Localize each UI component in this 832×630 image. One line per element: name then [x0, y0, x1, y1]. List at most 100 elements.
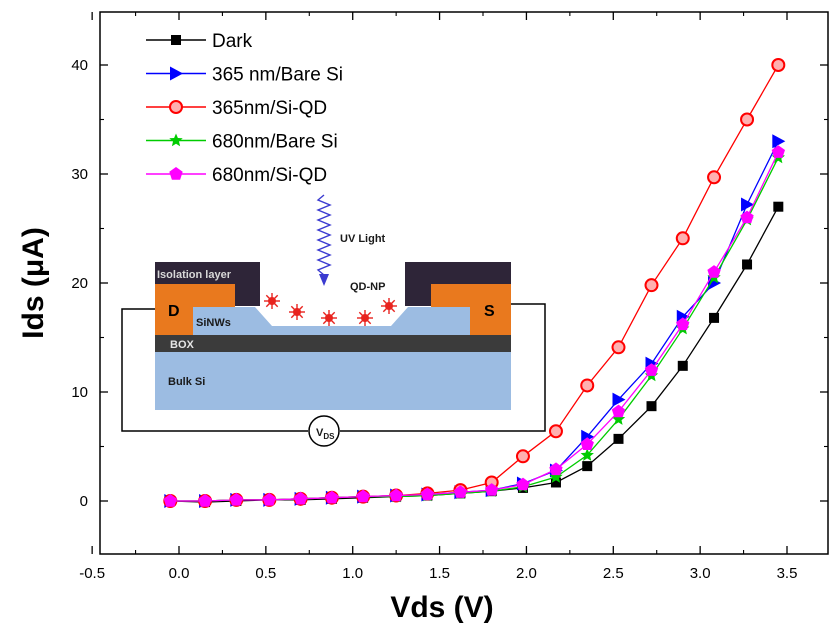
y-tick-label: 30 — [71, 166, 88, 183]
source-contact — [470, 284, 511, 335]
box-layer — [155, 335, 511, 352]
series-680nm-si-qd — [163, 145, 785, 507]
data-point — [675, 231, 690, 246]
data-series — [163, 58, 786, 508]
bulk-si-layer — [155, 352, 511, 410]
legend-entry: 680nm/Bare Si — [146, 132, 338, 153]
y-tick-label: 10 — [71, 384, 88, 401]
x-tick-label: 2.5 — [603, 565, 624, 582]
box-label: BOX — [170, 339, 195, 351]
data-point — [453, 485, 468, 498]
source-contact-top — [431, 284, 470, 307]
x-tick-label: 0.0 — [169, 565, 190, 582]
data-point — [582, 461, 593, 472]
qd-star-icon — [264, 293, 280, 309]
qd-star-icon — [381, 298, 397, 314]
data-point — [516, 477, 530, 491]
qd-star-icon — [289, 304, 305, 320]
legend-label: 365 nm/Bare Si — [212, 65, 343, 86]
data-point — [773, 201, 784, 212]
isolation-layer-left-side — [235, 284, 260, 306]
x-tick-label: 0.5 — [255, 565, 276, 582]
data-point — [644, 363, 659, 376]
axis-ticks — [91, 12, 828, 554]
uv-light-label: UV Light — [340, 233, 386, 245]
data-point — [742, 259, 753, 270]
data-point — [293, 491, 308, 505]
uv-light-wave — [316, 194, 332, 276]
data-point — [549, 462, 563, 476]
data-point — [163, 494, 177, 507]
legend-entry: 365nm/Si-QD — [146, 98, 327, 119]
y-axis-title: Ids (μA) — [17, 227, 50, 339]
drain-contact — [155, 284, 193, 335]
data-point — [198, 494, 212, 507]
isolation-layer-right — [405, 262, 511, 284]
device-schematic-inset: VDS Bulk Si BOX SiNWs D S Isolation laye… — [121, 194, 546, 447]
data-point — [580, 437, 594, 450]
data-point — [229, 492, 243, 506]
data-point — [485, 483, 499, 496]
circuit-wire — [121, 308, 308, 432]
data-point — [646, 401, 657, 412]
y-tick-label: 40 — [71, 57, 88, 74]
legend-marker — [169, 133, 183, 147]
x-tick-label: 1.5 — [429, 565, 450, 582]
data-point — [611, 404, 626, 418]
qd-np-label: QD-NP — [350, 281, 385, 293]
isolation-layer-right-side — [405, 284, 431, 306]
isolation-layer-label: Isolation layer — [157, 269, 232, 281]
data-point — [515, 449, 530, 464]
legend-label: Dark — [212, 31, 253, 52]
drain-contact-top — [193, 284, 235, 307]
uv-arrow-head — [319, 274, 329, 286]
data-point — [611, 340, 626, 355]
source-label: S — [484, 303, 495, 320]
data-point — [772, 134, 786, 149]
data-point — [613, 433, 624, 444]
data-point — [741, 197, 755, 212]
legend-marker — [170, 66, 183, 81]
x-tick-label: 3.0 — [690, 565, 711, 582]
legend-entry: 365 nm/Bare Si — [146, 65, 343, 86]
bulk-si-label: Bulk Si — [168, 376, 205, 388]
x-axis-title: Vds (V) — [390, 591, 493, 624]
legend-marker — [169, 167, 183, 180]
data-point — [644, 278, 659, 293]
data-point — [420, 487, 435, 501]
data-point — [771, 145, 785, 158]
x-tick-label: 3.5 — [777, 565, 798, 582]
x-tick-label: 2.0 — [516, 565, 537, 582]
legend-entry: 680nm/Si-QD — [146, 165, 327, 186]
sinws-label: SiNWs — [196, 317, 231, 329]
data-point — [549, 470, 563, 483]
legend-entry: Dark — [146, 31, 253, 52]
data-point — [771, 58, 786, 72]
data-point — [707, 170, 722, 185]
data-point — [611, 412, 626, 425]
data-point — [356, 489, 370, 503]
legend-label: 365nm/Si-QD — [212, 98, 327, 119]
data-point — [709, 312, 720, 323]
legend: Dark 365 nm/Bare Si 365nm/Si-QD 680nm/Bare … — [146, 31, 343, 186]
data-point — [612, 392, 626, 407]
y-tick-label: 0 — [80, 493, 88, 510]
data-point — [580, 378, 595, 393]
data-point — [740, 210, 754, 224]
data-point — [676, 317, 690, 331]
axis-tick-labels: -0.5 0.0 0.5 1.0 1.5 2.0 2.5 3.0 3.5 0 10 20 30 40 — [71, 57, 797, 582]
data-point — [707, 265, 721, 278]
data-point — [677, 360, 688, 371]
qd-star-icon — [321, 310, 337, 326]
data-point — [740, 112, 755, 127]
legend-label: 680nm/Bare Si — [212, 132, 338, 153]
data-point — [262, 492, 276, 506]
data-point — [550, 477, 561, 488]
x-tick-label: 1.0 — [342, 565, 363, 582]
x-tick-label: -0.5 — [79, 565, 105, 582]
silicon-nanowire-layer — [155, 307, 511, 335]
legend-label: 680nm/Si-QD — [212, 165, 327, 186]
legend-marker — [171, 35, 181, 45]
legend-marker — [169, 100, 183, 114]
